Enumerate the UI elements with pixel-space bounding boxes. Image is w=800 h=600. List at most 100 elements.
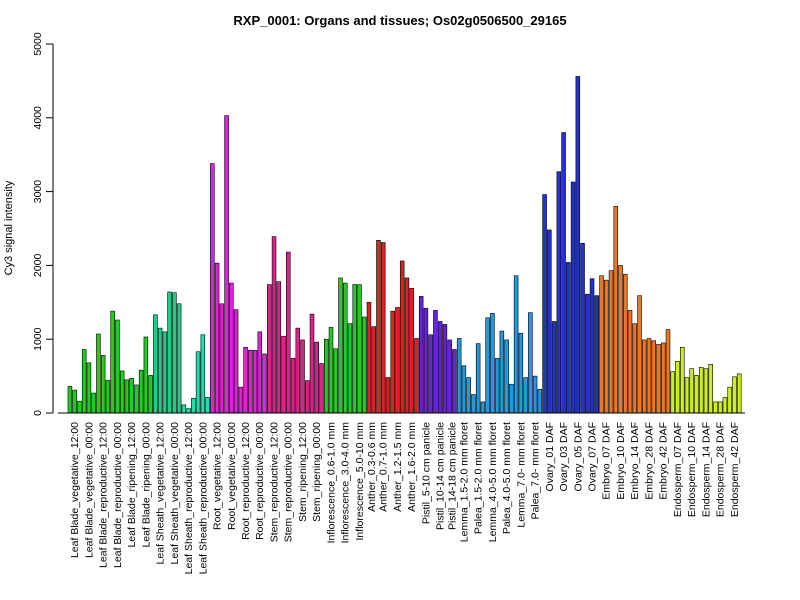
- bar: [613, 206, 619, 414]
- bar: [717, 401, 723, 414]
- bar: [305, 380, 310, 414]
- bar: [324, 338, 329, 414]
- bar: [115, 319, 120, 414]
- x-tick-label: Stem_ripening_00:00: [311, 422, 323, 522]
- bar: [490, 313, 495, 414]
- bar: [442, 324, 448, 414]
- bar: [86, 362, 92, 414]
- bar: [703, 368, 709, 414]
- bar: [627, 310, 633, 414]
- x-tick-label: Pistil_10-14 cm panicle: [435, 422, 447, 530]
- x-tick-label: Leaf Blade_vegetative_12:00: [69, 422, 81, 558]
- x-tick-label: Palea_1.5-2.0 mm floret: [473, 422, 485, 534]
- bar: [138, 369, 144, 414]
- x-tick-label: Leaf Blade_reproductive_00:00: [112, 422, 124, 568]
- x-tick-label: Root_vegetative_12:00: [212, 422, 224, 530]
- bar: [110, 310, 115, 414]
- bar: [399, 260, 405, 414]
- bar: [561, 132, 566, 414]
- bar: [665, 329, 671, 414]
- bar: [238, 386, 244, 414]
- x-tick-label: Inflorescence_0.6-1.0 mm: [325, 422, 337, 544]
- x-tick-label: Leaf Blade_ripening_12:00: [126, 422, 138, 548]
- bar: [195, 351, 201, 414]
- x-tick-label: Anther_1.6-2.0 mm: [406, 422, 418, 512]
- bar: [148, 375, 153, 414]
- bar: [513, 275, 519, 414]
- bar: [608, 270, 614, 414]
- bar: [537, 389, 543, 414]
- bar: [736, 373, 742, 414]
- bar: [105, 380, 111, 414]
- bars-group: [67, 76, 742, 414]
- bar: [290, 358, 296, 414]
- bar: [528, 312, 533, 414]
- bar: [91, 392, 96, 414]
- bar: [342, 282, 348, 414]
- bar: [542, 194, 547, 414]
- bar: [281, 335, 286, 414]
- bar: [694, 375, 699, 414]
- bar: [437, 321, 443, 414]
- bar: [200, 334, 206, 414]
- bar: [361, 316, 367, 414]
- bar: [167, 291, 172, 414]
- bar: [656, 344, 661, 414]
- y-axis: 0 1000 2000 3000 4000 5000: [32, 32, 54, 416]
- bar: [556, 171, 562, 414]
- y-tick-label: 1000: [32, 327, 44, 351]
- x-tick-label: Lemma_1.5-2.0 mm floret: [458, 422, 470, 542]
- bar: [81, 349, 87, 414]
- bar: [646, 338, 652, 414]
- x-tick-label: Embryo_42 DAF: [658, 422, 670, 500]
- bar: [651, 340, 657, 414]
- bar: [77, 400, 82, 414]
- x-tick-label: Palea_4.0-5.0 mm floret: [501, 422, 513, 534]
- x-tick-label: Leaf Blade_ripening_00:00: [140, 422, 152, 548]
- bar: [594, 295, 600, 414]
- bar: [475, 343, 481, 414]
- y-tick-label: 3000: [32, 180, 44, 204]
- bar: [504, 339, 509, 414]
- bar: [380, 242, 386, 414]
- bar: [153, 314, 158, 414]
- bar: [547, 229, 552, 414]
- bar: [642, 339, 647, 414]
- bar: [333, 348, 338, 414]
- bar: [347, 323, 353, 414]
- bar: [205, 397, 210, 414]
- bar: [589, 278, 595, 414]
- bar: [632, 323, 638, 414]
- bar: [390, 310, 395, 414]
- bar: [219, 303, 225, 414]
- bar: [418, 296, 424, 414]
- bar: [518, 332, 524, 414]
- bar: [186, 408, 191, 414]
- y-tick-label: 5000: [32, 32, 44, 56]
- bar: [485, 317, 490, 414]
- bar: [176, 303, 182, 414]
- bar: [618, 265, 623, 414]
- bar: [494, 358, 500, 414]
- x-tick-label: Inflorescence_3.0-4.0 mm: [340, 422, 352, 544]
- bar: [385, 377, 391, 414]
- bar: [129, 378, 134, 414]
- x-tick-label: Embryo_28 DAF: [643, 422, 655, 500]
- bar: [191, 397, 196, 414]
- bar: [566, 262, 571, 414]
- bar: [271, 236, 277, 414]
- bar: [257, 331, 263, 414]
- bar: [67, 386, 73, 414]
- bar: [371, 326, 376, 414]
- bar: [732, 376, 737, 414]
- x-tick-label: Ovary_07 DAF: [586, 422, 598, 491]
- bar: [295, 327, 301, 414]
- bar: [471, 394, 476, 414]
- x-tick-label: Endosperm_14 DAF: [700, 422, 712, 517]
- bar: [96, 333, 101, 414]
- bar: [395, 307, 400, 414]
- bar: [551, 321, 557, 414]
- x-tick-label: Stem_ripening_12:00: [297, 422, 309, 522]
- bar: [637, 295, 642, 414]
